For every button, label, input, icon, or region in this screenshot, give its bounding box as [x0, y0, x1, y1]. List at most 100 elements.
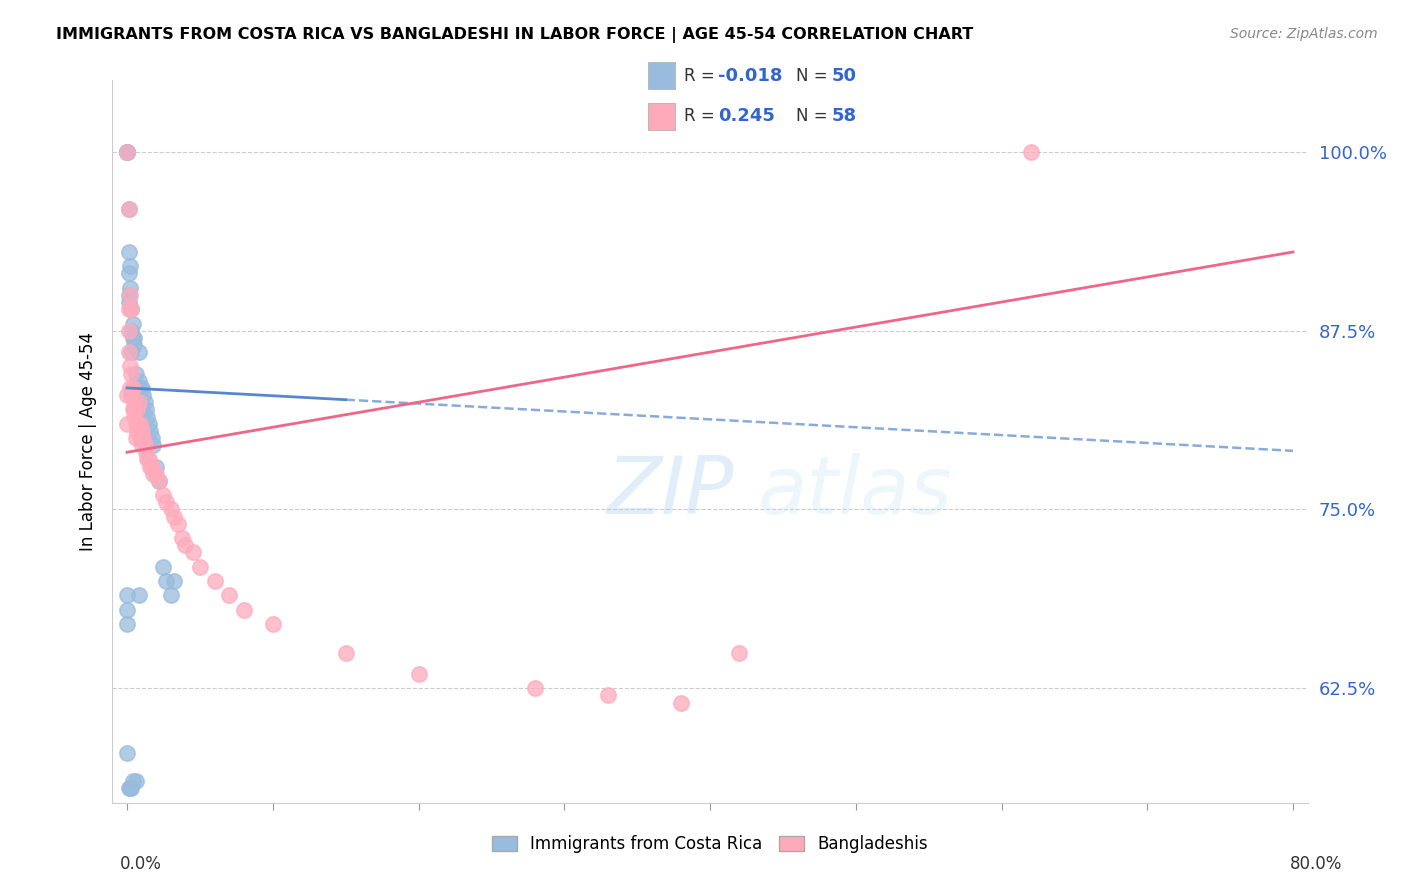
Point [167, 516, 190, 531]
Point [115, 145, 138, 159]
Text: 58: 58 [832, 107, 856, 125]
Point [122, 774, 145, 789]
Point [155, 495, 177, 509]
Point [120, 302, 142, 317]
Point [115, 588, 138, 602]
Point [127, 424, 149, 438]
Point [118, 281, 141, 295]
Point [262, 617, 284, 632]
Point [142, 438, 165, 452]
Point [131, 402, 153, 417]
Point [138, 417, 160, 431]
Point [129, 417, 152, 431]
Point [117, 302, 139, 317]
Point [122, 381, 145, 395]
FancyBboxPatch shape [648, 103, 675, 130]
Point [117, 267, 139, 281]
Point [128, 374, 150, 388]
Text: ZIP: ZIP [606, 453, 734, 531]
Point [120, 345, 142, 359]
Point [141, 431, 163, 445]
Point [118, 781, 141, 796]
Text: IMMIGRANTS FROM COSTA RICA VS BANGLADESHI IN LABOR FORCE | AGE 45-54 CORRELATION: IMMIGRANTS FROM COSTA RICA VS BANGLADESH… [56, 27, 973, 43]
Point [125, 381, 148, 395]
Point [124, 331, 146, 345]
Point [728, 646, 751, 660]
Point [118, 359, 141, 374]
Point [145, 459, 167, 474]
Point [125, 774, 148, 789]
Point [120, 324, 142, 338]
Point [139, 459, 162, 474]
Point [139, 424, 162, 438]
Point [188, 559, 211, 574]
Text: 0.245: 0.245 [718, 107, 775, 125]
Point [163, 574, 186, 588]
Point [115, 617, 138, 632]
Point [132, 388, 155, 402]
Point [117, 345, 139, 359]
Point [117, 202, 139, 216]
Text: R =: R = [683, 107, 725, 125]
Point [136, 452, 159, 467]
Point [122, 331, 145, 345]
Point [115, 746, 138, 760]
Text: 0.0%: 0.0% [120, 855, 162, 872]
Point [125, 367, 148, 381]
Text: Source: ZipAtlas.com: Source: ZipAtlas.com [1230, 27, 1378, 41]
Text: atlas: atlas [758, 453, 953, 531]
Point [131, 438, 153, 452]
Point [204, 574, 226, 588]
Point [181, 545, 204, 559]
Point [134, 395, 156, 409]
Point [142, 467, 165, 481]
Text: 80.0%: 80.0% [1291, 855, 1343, 872]
Point [408, 667, 430, 681]
Point [124, 395, 146, 409]
Point [117, 781, 139, 796]
Point [115, 602, 138, 616]
Point [128, 417, 150, 431]
Point [174, 538, 197, 552]
Point [152, 559, 174, 574]
Point [120, 388, 142, 402]
Point [232, 602, 254, 616]
Text: N =: N = [796, 107, 832, 125]
Text: 50: 50 [832, 67, 856, 85]
Point [159, 502, 181, 516]
Point [128, 395, 150, 409]
Point [218, 588, 240, 602]
Point [152, 488, 174, 502]
Point [134, 438, 156, 452]
Point [125, 417, 148, 431]
Point [120, 781, 142, 796]
Point [117, 244, 139, 259]
Point [131, 424, 153, 438]
Y-axis label: In Labor Force | Age 45-54: In Labor Force | Age 45-54 [79, 332, 97, 551]
Point [669, 696, 692, 710]
Point [117, 288, 139, 302]
Text: N =: N = [796, 67, 832, 85]
Point [135, 445, 157, 459]
Point [141, 459, 163, 474]
Point [117, 324, 139, 338]
Point [122, 402, 145, 417]
Point [335, 646, 357, 660]
Point [120, 367, 142, 381]
Text: -0.018: -0.018 [718, 67, 782, 85]
Point [128, 345, 150, 359]
Point [135, 402, 157, 417]
Point [118, 288, 141, 302]
FancyBboxPatch shape [648, 62, 675, 89]
Point [115, 145, 138, 159]
Point [118, 260, 141, 274]
Point [596, 689, 619, 703]
Point [117, 202, 139, 216]
Legend: Immigrants from Costa Rica, Bangladeshis: Immigrants from Costa Rica, Bangladeshis [485, 828, 935, 860]
Point [155, 574, 177, 588]
Point [129, 381, 152, 395]
Point [128, 588, 150, 602]
Point [1019, 145, 1042, 159]
Point [127, 381, 149, 395]
Point [124, 402, 146, 417]
